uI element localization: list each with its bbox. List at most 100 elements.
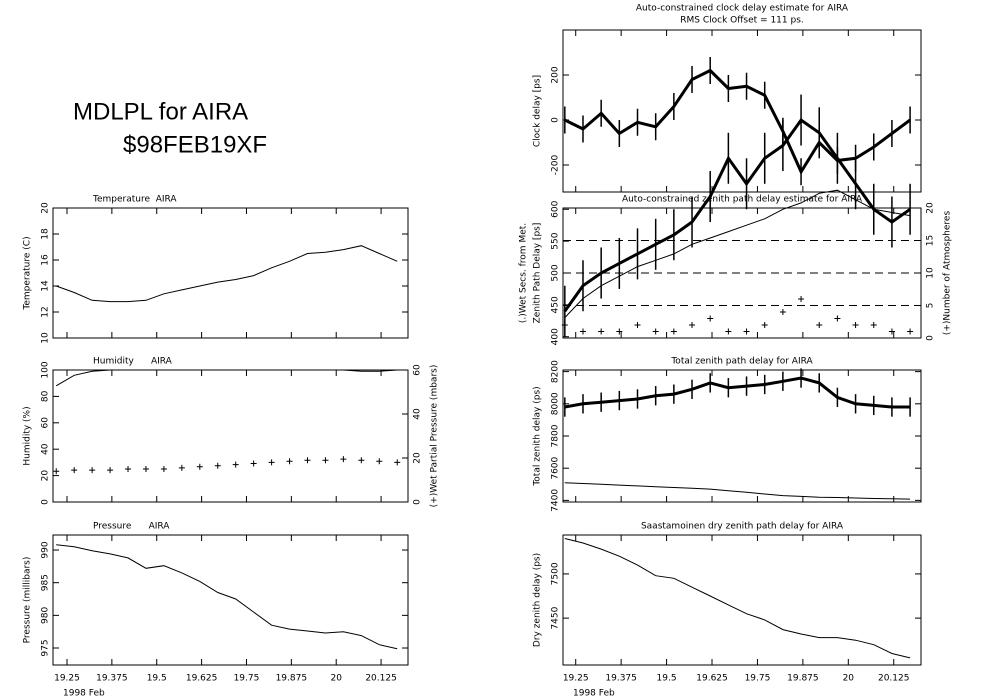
y-tick-label: 0	[41, 499, 51, 505]
panel: Pressure AIRA 975 980 985 990 Pressure (milli…	[23, 522, 409, 699]
plus-marker	[907, 328, 914, 335]
plus-marker	[689, 322, 696, 328]
y-axis-label: Pressure (millibars)	[23, 557, 33, 644]
plus-marker	[304, 457, 311, 464]
y-tick-label: 7500	[551, 562, 561, 585]
y-tick-label: 7450	[551, 606, 561, 629]
plot-frame	[52, 534, 409, 666]
y-axis-label: Dry zenith delay (ps)	[533, 553, 543, 647]
plus-marker	[616, 328, 623, 335]
y-tick-label: 500	[551, 264, 561, 281]
y-tick-label: 40	[41, 443, 51, 455]
x-tick-label: 19.375	[96, 674, 128, 684]
data-line	[564, 376, 911, 409]
plus-marker	[322, 457, 329, 464]
x-axis-label: 1998 Feb	[573, 689, 615, 699]
y-tick-label: 7400	[551, 489, 561, 512]
y-tick-label: 600	[551, 200, 561, 217]
page-subtitle: $98FEB19XF	[123, 131, 267, 158]
y-tick-label: 975	[41, 639, 51, 656]
plus-marker	[743, 328, 750, 335]
data-line	[56, 544, 398, 650]
y-tick-label: 16	[41, 254, 51, 266]
data-line	[564, 68, 911, 175]
y-tick-label: 18	[41, 228, 51, 240]
plus-marker	[358, 457, 365, 464]
y2-tick-label: 0	[926, 335, 936, 341]
y-tick-label: 980	[41, 606, 51, 623]
y-tick-label: -200	[551, 155, 561, 176]
plus-marker	[852, 322, 859, 328]
plus-marker	[214, 462, 221, 469]
plot-frame	[562, 29, 922, 193]
data-line	[563, 118, 911, 313]
y-tick-label: 7800	[551, 424, 561, 447]
y2-tick-label: 20	[413, 452, 423, 464]
y2-tick-label: 40	[413, 408, 423, 420]
plus-marker	[107, 467, 114, 474]
plus-marker	[71, 467, 78, 474]
panel-title: Total zenith path delay for AIRA	[670, 357, 813, 367]
panel-title: Humidity AIRA	[93, 357, 173, 367]
panel-title: Saastamoinen dry zenith path delay for A…	[641, 522, 844, 532]
y2-tick-label: 0	[413, 499, 423, 505]
panel: Humidity AIRA 0 20 40 60 80 100 Humidity (%) 0 20…	[23, 357, 440, 508]
plus-marker	[725, 328, 732, 335]
panel-title: Auto-constrained zenith path delay estim…	[622, 195, 863, 205]
y-tick-label: 7600	[551, 456, 561, 479]
plus-marker	[142, 466, 149, 472]
plus-marker	[634, 322, 641, 328]
plus-marker	[376, 458, 383, 465]
y-tick-label: 8200	[551, 360, 561, 383]
y-tick-label: 200	[551, 66, 561, 83]
y-tick-label: 985	[41, 574, 51, 591]
data-line	[564, 189, 911, 318]
y-axis-label: Humidity (%)	[23, 406, 33, 465]
data-line	[56, 245, 398, 303]
plus-marker	[232, 461, 239, 468]
panel: Total zenith path delay for AIRA 7400 7600…	[533, 357, 922, 512]
plus-marker	[340, 456, 347, 463]
plus-marker	[652, 328, 659, 335]
x-tick-label: 20	[330, 674, 342, 684]
plus-marker	[89, 467, 96, 474]
plus-marker	[761, 322, 768, 328]
y2-tick-label: 10	[926, 267, 936, 279]
y-tick-label: 14	[41, 280, 51, 292]
panel: Auto-constrained zenith path delay estim…	[519, 94, 953, 345]
y-tick-label: 550	[551, 232, 561, 249]
y-axis-label: Clock delay [ps]	[533, 75, 543, 147]
x-tick-label: 19.875	[276, 674, 308, 684]
y-tick-label: 990	[41, 541, 51, 558]
plus-marker	[779, 309, 786, 315]
data-line	[564, 538, 911, 659]
plus-marker	[598, 328, 605, 335]
y-tick-label: 450	[551, 296, 561, 313]
data-line	[55, 369, 398, 387]
x-tick-label: 20.125	[365, 674, 397, 684]
y-tick-label: 20	[41, 202, 51, 214]
panel-title: Auto-constrained clock delay estimate fo…	[636, 4, 849, 14]
plus-marker	[834, 315, 841, 322]
y-axis-label: (.)Wet Secs. from Met.	[519, 223, 529, 323]
plus-marker	[870, 322, 877, 328]
y-tick-label: 12	[41, 306, 51, 317]
y-tick-label: 60	[41, 417, 51, 429]
x-tick-label: 19.875	[787, 674, 819, 684]
y2-axis-label: (+)Number of Atmospheres	[943, 211, 953, 336]
x-tick-label: 20	[843, 674, 855, 684]
x-tick-label: 19.5	[657, 674, 677, 684]
y-axis-label: Temperature (C)	[23, 236, 33, 310]
plus-marker	[707, 315, 714, 322]
plus-marker	[394, 459, 401, 466]
plus-marker	[816, 322, 823, 328]
y2-tick-label: 15	[926, 235, 936, 246]
x-axis-label: 1998 Feb	[63, 689, 105, 699]
x-tick-label: 19.375	[605, 674, 637, 684]
y-tick-label: 0	[551, 117, 561, 123]
panel-title: Temperature AIRA	[92, 195, 177, 205]
y-tick-label: 10	[41, 332, 51, 344]
x-tick-label: 20.125	[878, 674, 910, 684]
x-tick-label: 19.75	[234, 674, 260, 684]
plus-marker	[561, 322, 568, 328]
